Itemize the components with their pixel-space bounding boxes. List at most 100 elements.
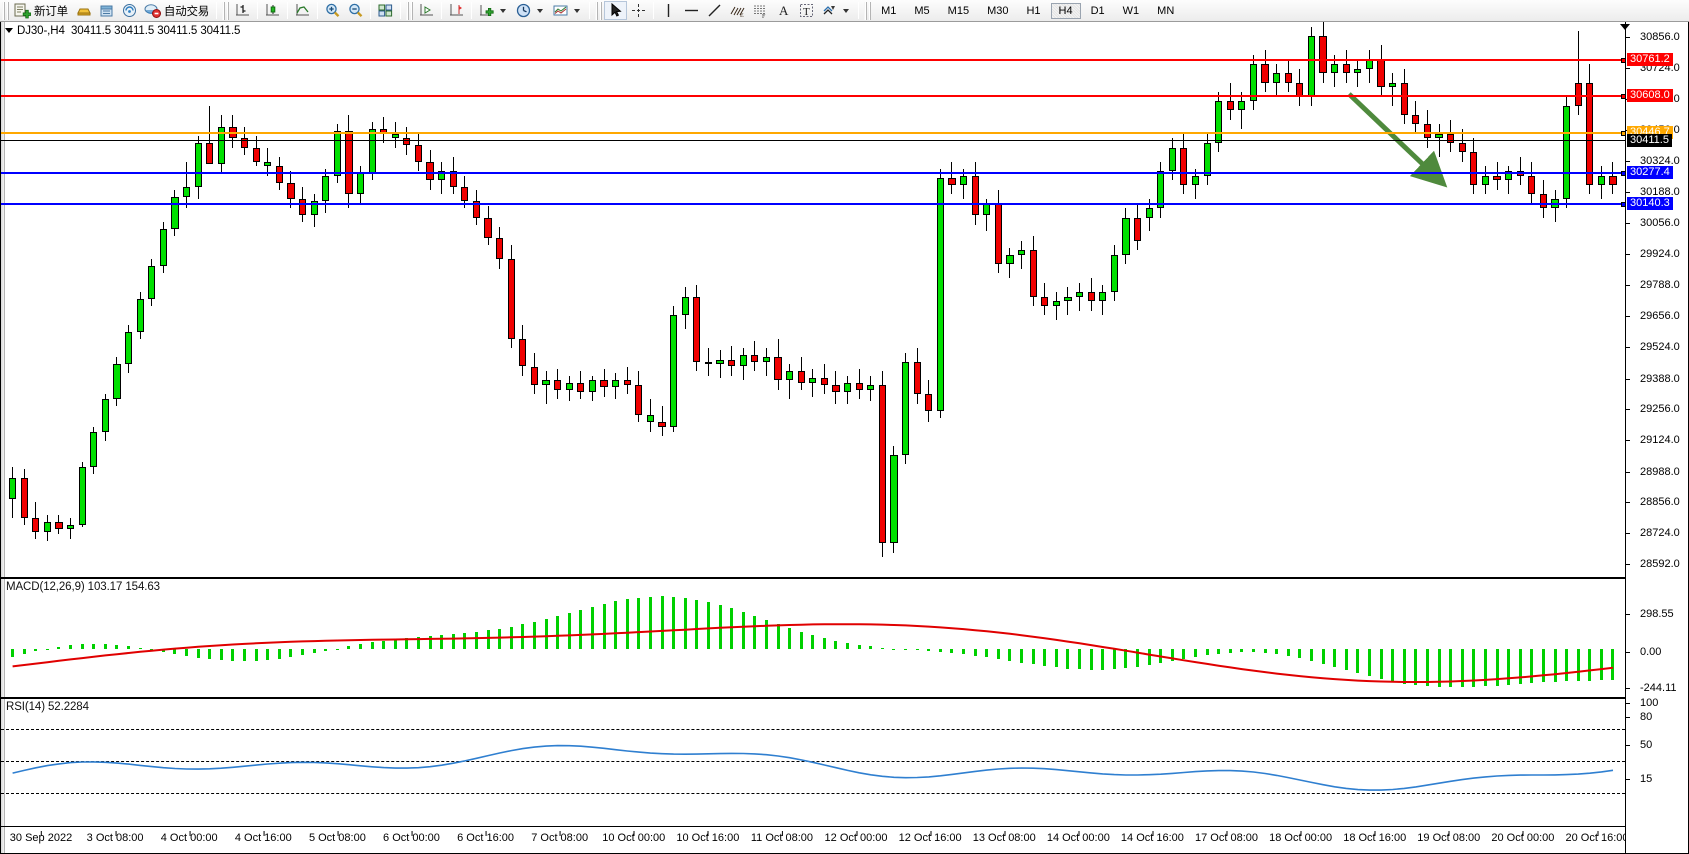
candle [704, 22, 712, 576]
candle [530, 22, 539, 576]
time-tick: 3 Oct 08:00 [86, 831, 144, 844]
timeframe-mn[interactable]: MN [1157, 4, 1175, 17]
time-axis[interactable]: 30 Sep 2022 3 Oct 08:00 4 Oct 00:00 4 Oct 1… [1, 826, 1625, 854]
zoom-out-button[interactable] [344, 1, 367, 20]
candle [1215, 22, 1223, 576]
candle [1110, 22, 1118, 576]
candle [1052, 22, 1060, 576]
candle [716, 22, 724, 576]
cursor-button[interactable] [604, 1, 628, 20]
crosshair-button[interactable] [627, 1, 650, 20]
level-price-tag[interactable]: 30140.3 [1627, 197, 1673, 211]
templates-button[interactable] [549, 1, 586, 20]
rsi-pane[interactable]: RSI(14) 52.2284 [1, 697, 1625, 825]
timeframe-m15[interactable]: M15 [947, 4, 970, 17]
auto-trading-button[interactable]: 自动交易 [141, 1, 213, 20]
macd-bar [927, 649, 931, 652]
price-pane[interactable]: DJ30-,H4 30411.5 30411.5 30411.5 30411.5 [1, 22, 1625, 576]
toolbar-grip-5[interactable] [864, 1, 872, 20]
chevron-down-icon[interactable] [574, 8, 581, 13]
down-arrow-annotation[interactable] [1, 22, 1625, 576]
tile-windows-button[interactable] [374, 1, 397, 20]
bar-chart-button[interactable] [231, 1, 254, 20]
chevron-down-icon[interactable] [843, 8, 850, 13]
timeframe-w1[interactable]: W1 [1122, 4, 1140, 17]
candle [1249, 22, 1258, 576]
level-line[interactable] [1, 93, 1625, 99]
level-price-tag[interactable]: 30277.4 [1627, 165, 1673, 179]
level-price-tag[interactable]: 30761.2 [1627, 52, 1673, 66]
equidistant-channel-button[interactable]: E [726, 1, 749, 20]
candle [959, 22, 968, 576]
macd-bar [1101, 649, 1105, 670]
macd-pane[interactable]: MACD(12,26,9) 103.17 154.63 [1, 577, 1625, 695]
draw-objects-button[interactable] [818, 1, 855, 20]
timeframe-m30[interactable]: M30 [987, 4, 1009, 17]
price-axis[interactable]: 30856.030724.030588.030456.030324.030188… [1625, 22, 1688, 853]
macd-bar [173, 649, 177, 654]
toolbar-grip-2[interactable] [222, 1, 230, 20]
toolbar-grip-3[interactable] [406, 1, 414, 20]
text-label-button[interactable]: A [772, 1, 795, 20]
toolbar-grip[interactable] [2, 1, 9, 20]
macd-bar [1066, 649, 1070, 669]
chart-window[interactable]: DJ30-,H4 30411.5 30411.5 30411.5 30411.5… [0, 22, 1689, 854]
candle [113, 22, 121, 576]
collapse-arrow-icon[interactable] [5, 28, 13, 34]
timeframe-m1[interactable]: M1 [881, 4, 897, 17]
signals-button[interactable] [118, 1, 141, 20]
candle [438, 22, 446, 576]
draw-objects-icon [821, 2, 838, 19]
data-window-button[interactable] [95, 1, 118, 20]
svg-text:F: F [762, 14, 766, 19]
fibonacci-button[interactable]: F [749, 1, 772, 20]
candle [1133, 22, 1142, 576]
horizontal-line-button[interactable] [680, 1, 703, 20]
zoom-in-button[interactable] [321, 1, 344, 20]
candle [913, 22, 921, 576]
time-tick: 10 Oct 00:00 [602, 831, 666, 844]
level-line[interactable] [1, 170, 1625, 176]
level-line[interactable] [1, 131, 1625, 137]
chart-shift-button[interactable] [415, 1, 438, 20]
macd-bar [405, 637, 409, 649]
chart-autoscroll-button[interactable] [445, 1, 468, 20]
level-line[interactable] [1, 202, 1625, 208]
timeframe-group[interactable]: M1 M5 M15 M30 H1 H4 D1 W1 MN [873, 2, 1182, 19]
gold-button[interactable] [72, 1, 95, 20]
add-indicator-button[interactable] [475, 1, 512, 20]
data-window-icon [98, 2, 115, 19]
new-order-label: 新订单 [34, 5, 68, 18]
macd-bar [1240, 649, 1244, 653]
chevron-down-icon[interactable] [537, 8, 544, 13]
period-button[interactable] [512, 1, 549, 20]
new-order-button[interactable]: 新订单 [11, 1, 72, 20]
macd-bar [416, 636, 420, 649]
macd-bar [556, 616, 560, 649]
level-line[interactable] [1, 57, 1625, 63]
macd-bar [672, 596, 676, 649]
main-toolbar[interactable]: 新订单 [0, 0, 1689, 22]
macd-bar [11, 649, 15, 658]
candle [1122, 22, 1130, 576]
timeframe-h4[interactable]: H4 [1050, 2, 1081, 19]
candlestick-chart-button[interactable] [261, 1, 284, 20]
trendline-button[interactable] [703, 1, 726, 20]
scroll-down-arrow-icon[interactable] [1620, 24, 1630, 30]
line-chart-button[interactable] [291, 1, 314, 20]
macd-bar [289, 649, 293, 658]
chevron-down-icon[interactable] [500, 8, 507, 13]
vertical-line-button[interactable] [657, 1, 680, 20]
timeframe-h1[interactable]: H1 [1026, 4, 1041, 17]
text-box-button[interactable]: T [795, 1, 818, 20]
level-price-tag[interactable]: 30608.0 [1627, 88, 1673, 102]
chart-shift-icon [418, 2, 435, 19]
toolbar-grip-4[interactable] [595, 1, 603, 20]
macd-bar [1530, 649, 1534, 684]
candle [600, 22, 608, 576]
macd-bar [1611, 649, 1615, 681]
macd-bar [1495, 649, 1499, 686]
timeframe-m5[interactable]: M5 [914, 4, 930, 17]
timeframe-d1[interactable]: D1 [1090, 4, 1105, 17]
macd-bar [1588, 649, 1592, 681]
